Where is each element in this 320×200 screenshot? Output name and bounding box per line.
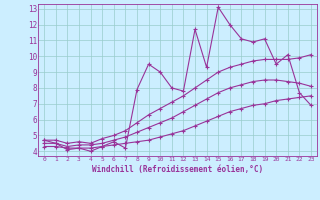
X-axis label: Windchill (Refroidissement éolien,°C): Windchill (Refroidissement éolien,°C): [92, 165, 263, 174]
